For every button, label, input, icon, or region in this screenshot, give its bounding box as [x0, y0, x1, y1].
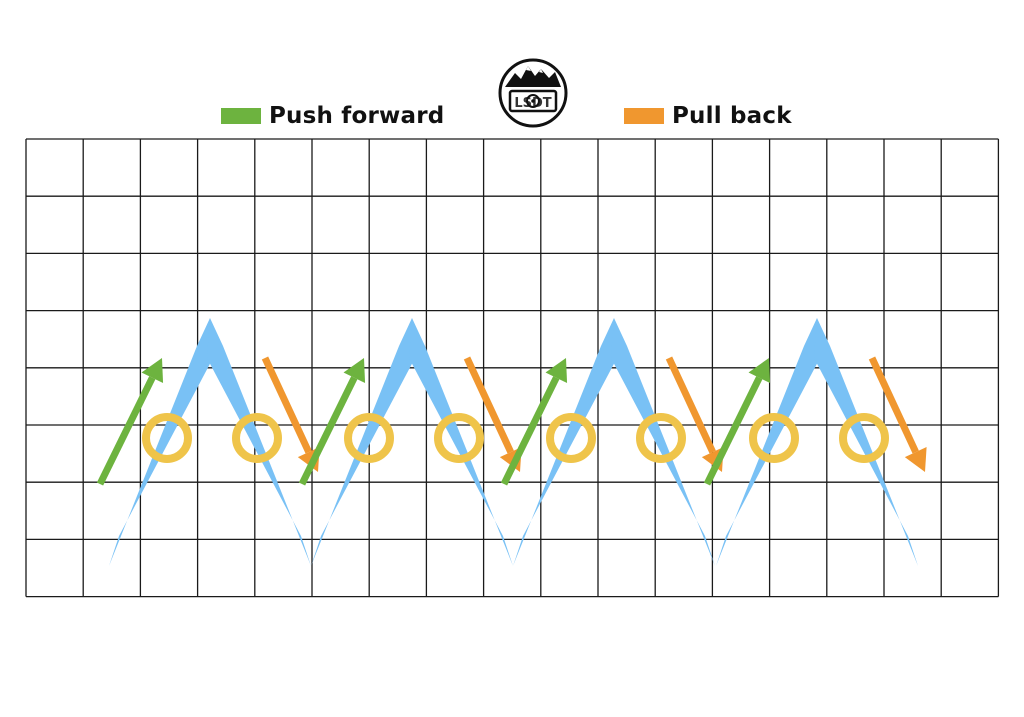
- legend-push-forward: Push forward: [221, 100, 444, 132]
- push-arrow-shaft: [96, 376, 156, 486]
- direction-arrows: [96, 356, 927, 486]
- push-arrow-icon: [141, 358, 164, 384]
- ring-marker-icon: [232, 413, 282, 463]
- mountain-disc-logo-icon: LSDT: [498, 58, 568, 128]
- ring-marker-icon: [344, 413, 394, 463]
- grid: [25, 138, 1000, 598]
- ring-marker-icon: [839, 413, 889, 463]
- push-arrow-icon: [545, 358, 568, 384]
- push-arrow-shaft: [500, 376, 560, 486]
- zigzag-up-stroke: [311, 318, 415, 566]
- zigzag-up-stroke: [513, 318, 617, 566]
- zigzag-down-stroke: [611, 318, 715, 566]
- zigzag-up-stroke: [716, 318, 820, 566]
- ring-markers: [142, 413, 889, 463]
- legend-pull-label: Pull back: [672, 103, 792, 129]
- orange-swatch-icon: [624, 108, 664, 124]
- ring-marker-icon: [749, 413, 799, 463]
- push-arrow-shaft: [298, 376, 358, 486]
- zigzag-down-stroke: [207, 318, 311, 566]
- pull-arrow-shaft: [665, 356, 716, 454]
- push-arrow-icon: [343, 358, 366, 384]
- zigzag-stroke-icon: [109, 318, 918, 566]
- legend-pull-back: Pull back: [624, 100, 792, 132]
- zigzag-down-stroke: [409, 318, 513, 566]
- legend-push-label: Push forward: [269, 103, 445, 129]
- logo-text: LSDT: [514, 96, 551, 111]
- zigzag-up-stroke: [109, 318, 213, 566]
- pull-arrow-shaft: [261, 356, 312, 454]
- push-arrow-icon: [748, 358, 771, 384]
- zigzag-down-stroke: [814, 318, 918, 566]
- green-swatch-icon: [221, 108, 261, 124]
- pull-arrow-shaft: [463, 356, 514, 454]
- ring-marker-icon: [546, 413, 596, 463]
- push-arrow-shaft: [703, 376, 763, 486]
- ring-marker-icon: [434, 413, 484, 463]
- ring-marker-icon: [142, 413, 192, 463]
- pull-arrow-icon: [904, 446, 927, 472]
- pull-arrow-shaft: [868, 356, 919, 454]
- ring-marker-icon: [636, 413, 686, 463]
